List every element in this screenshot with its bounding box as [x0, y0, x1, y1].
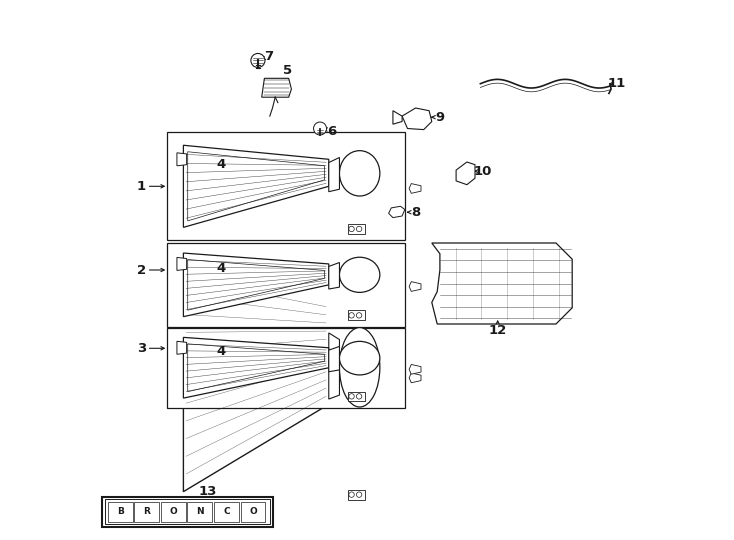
- Polygon shape: [329, 346, 339, 372]
- Bar: [348, 490, 365, 500]
- Polygon shape: [184, 261, 329, 491]
- Polygon shape: [393, 111, 402, 124]
- Polygon shape: [388, 206, 404, 218]
- Polygon shape: [177, 258, 186, 271]
- Text: R: R: [143, 507, 150, 516]
- Polygon shape: [177, 153, 186, 166]
- Circle shape: [357, 313, 362, 318]
- Polygon shape: [409, 184, 421, 193]
- Circle shape: [251, 53, 265, 68]
- Circle shape: [349, 394, 355, 399]
- Circle shape: [349, 313, 355, 318]
- Bar: [241, 502, 266, 522]
- Circle shape: [349, 226, 355, 232]
- Polygon shape: [329, 158, 339, 192]
- Text: 7: 7: [264, 50, 273, 63]
- Bar: [108, 502, 133, 522]
- Text: O: O: [170, 507, 177, 516]
- Text: 1: 1: [137, 180, 146, 193]
- Ellipse shape: [339, 328, 380, 407]
- Polygon shape: [409, 364, 421, 374]
- Text: O: O: [249, 507, 257, 516]
- Bar: [103, 497, 272, 526]
- Polygon shape: [432, 243, 573, 324]
- Polygon shape: [184, 253, 329, 316]
- Text: 11: 11: [608, 77, 626, 90]
- Text: 4: 4: [217, 261, 226, 275]
- Text: 12: 12: [489, 324, 506, 337]
- Polygon shape: [177, 341, 186, 354]
- Polygon shape: [409, 282, 421, 292]
- Circle shape: [349, 492, 355, 497]
- Polygon shape: [409, 373, 421, 383]
- Text: 10: 10: [474, 165, 493, 178]
- Bar: [348, 392, 365, 401]
- Bar: [348, 310, 365, 320]
- Polygon shape: [184, 338, 329, 398]
- Text: C: C: [223, 507, 230, 516]
- Ellipse shape: [339, 151, 380, 196]
- Text: 3: 3: [137, 342, 146, 355]
- Text: 5: 5: [283, 64, 292, 77]
- Polygon shape: [402, 108, 432, 130]
- Bar: [105, 500, 270, 524]
- Circle shape: [357, 492, 362, 497]
- Text: 8: 8: [411, 206, 421, 219]
- Bar: [187, 502, 212, 522]
- Ellipse shape: [339, 257, 380, 292]
- Polygon shape: [456, 162, 475, 185]
- Bar: [214, 502, 239, 522]
- Polygon shape: [262, 78, 291, 97]
- Circle shape: [357, 226, 362, 232]
- Circle shape: [357, 394, 362, 399]
- Bar: [134, 502, 159, 522]
- Text: 4: 4: [217, 158, 226, 171]
- Polygon shape: [329, 262, 339, 289]
- Text: B: B: [117, 507, 124, 516]
- Text: 13: 13: [198, 485, 217, 498]
- Bar: [348, 224, 365, 234]
- Polygon shape: [184, 145, 329, 227]
- Text: 2: 2: [137, 264, 146, 276]
- Text: 4: 4: [217, 345, 226, 358]
- Bar: [161, 502, 186, 522]
- Ellipse shape: [339, 341, 380, 375]
- Circle shape: [313, 122, 327, 135]
- Bar: [167, 328, 404, 408]
- Text: 9: 9: [435, 111, 445, 124]
- Polygon shape: [329, 333, 339, 399]
- Bar: [167, 243, 404, 327]
- Bar: [167, 132, 404, 240]
- Text: N: N: [196, 507, 204, 516]
- Text: 6: 6: [327, 125, 336, 138]
